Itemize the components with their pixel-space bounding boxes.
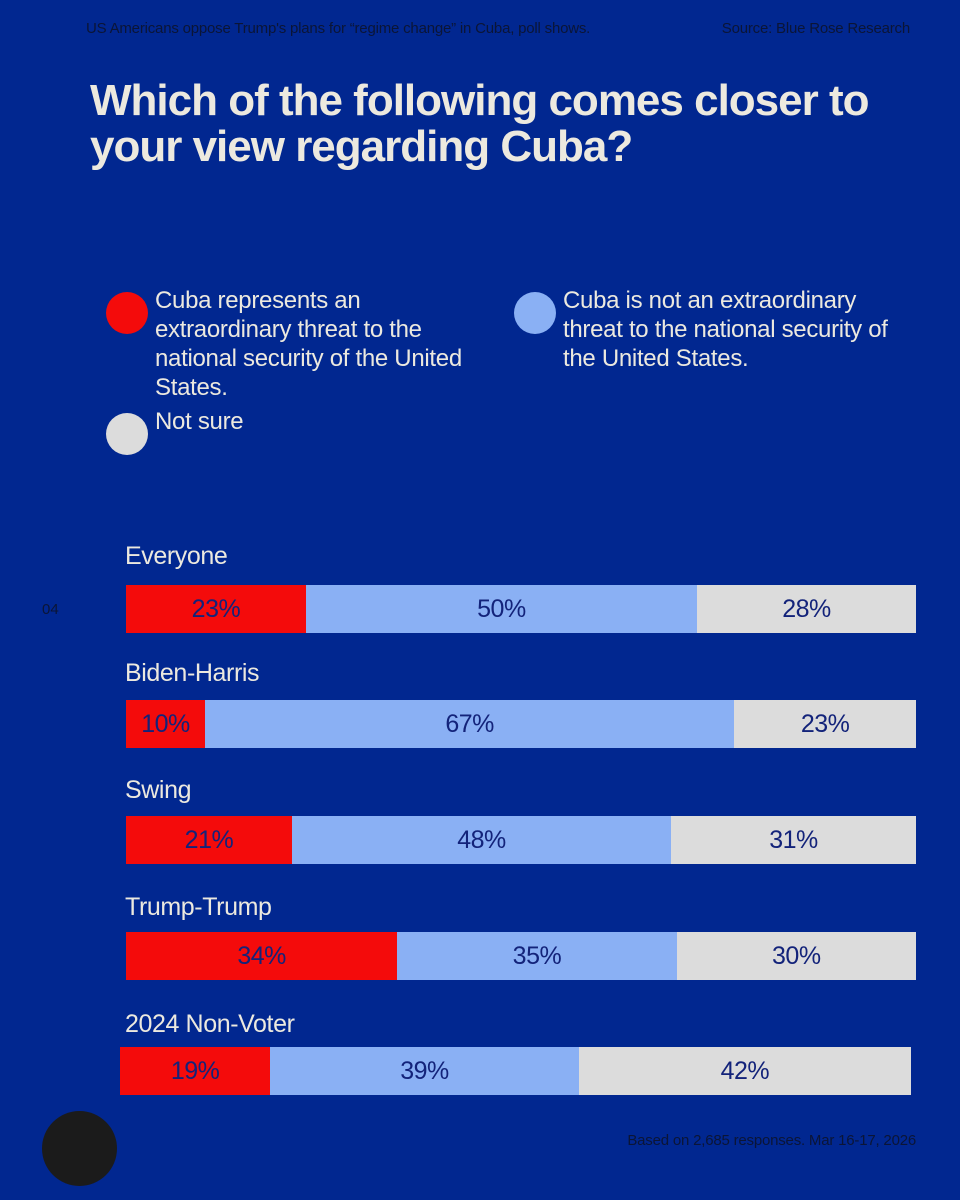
legend-dot-not-threat [514, 292, 556, 334]
legend-label-not-sure: Not sure [155, 408, 244, 435]
bar-segment-not-sure: 31% [671, 816, 916, 864]
row-label-swing: Swing [125, 776, 192, 804]
value-label: 21% [184, 825, 234, 854]
value-label: 48% [457, 825, 506, 854]
value-label: 31% [769, 825, 818, 854]
value-label: 39% [400, 1056, 449, 1085]
row-label-everyone: Everyone [125, 542, 228, 570]
legend-label-threat: Cuba represents an extraordinary threat … [155, 287, 462, 401]
page-number: 04 [42, 601, 59, 618]
value-label: 67% [445, 709, 494, 738]
value-label: 30% [772, 941, 821, 970]
value-label: 10% [141, 709, 190, 738]
bar-segment-not-sure: 42% [578, 1047, 911, 1095]
bar-everyone: 23% 50% 28% [126, 585, 916, 633]
legend-dot-threat [106, 292, 148, 334]
bar-biden-harris: 10% 67% 23% [126, 700, 916, 748]
value-label: 34% [237, 941, 286, 970]
legend-label-not-threat: Cuba is not an extraordinary threat to t… [563, 287, 888, 372]
value-label: 19% [170, 1056, 220, 1085]
bar-segment-threat: 10% [126, 700, 205, 748]
bar-segment-not-sure: 28% [696, 585, 916, 633]
bar-segment-threat: 19% [120, 1047, 271, 1095]
bar-segment-threat: 23% [126, 585, 306, 633]
bar-2024-non-voter: 19% 39% 42% [120, 1047, 911, 1095]
bar-segment-threat: 21% [126, 816, 292, 864]
bar-segment-not-sure: 30% [676, 932, 916, 980]
value-label: 23% [800, 709, 850, 738]
row-label-trump-trump: Trump-Trump [125, 893, 272, 921]
row-label-2024-non-voter: 2024 Non-Voter [125, 1010, 295, 1038]
legend-item-not-sure: Not sure [106, 408, 406, 455]
corner-circle [42, 1111, 117, 1186]
bar-segment-not-threat: 35% [397, 932, 677, 980]
bar-swing: 21% 48% 31% [126, 816, 916, 864]
header-headline: US Americans oppose Trump's plans for “r… [86, 20, 591, 37]
legend-item-not-threat: Cuba is not an extraordinary threat to t… [514, 287, 914, 373]
chart-title: Which of the following comes closer to y… [90, 76, 870, 171]
bar-trump-trump: 34% 35% 30% [126, 932, 916, 980]
bar-segment-not-threat: 39% [270, 1047, 579, 1095]
bar-segment-not-threat: 48% [291, 816, 672, 864]
value-label: 23% [191, 594, 241, 623]
value-label: 35% [512, 941, 562, 970]
value-label: 42% [720, 1056, 770, 1085]
value-label: 50% [477, 594, 526, 623]
bar-segment-threat: 34% [126, 932, 398, 980]
row-label-biden-harris: Biden-Harris [125, 659, 260, 687]
legend-dot-not-sure [106, 413, 148, 455]
value-label: 28% [782, 594, 831, 623]
bar-segment-not-threat: 67% [205, 700, 735, 748]
bar-segment-not-sure: 23% [734, 700, 916, 748]
legend-item-threat: Cuba represents an extraordinary threat … [106, 287, 476, 402]
footer-note: Based on 2,685 responses. Mar 16-17, 202… [627, 1132, 916, 1149]
bar-segment-not-threat: 50% [305, 585, 697, 633]
header-source: Source: Blue Rose Research [721, 20, 910, 37]
